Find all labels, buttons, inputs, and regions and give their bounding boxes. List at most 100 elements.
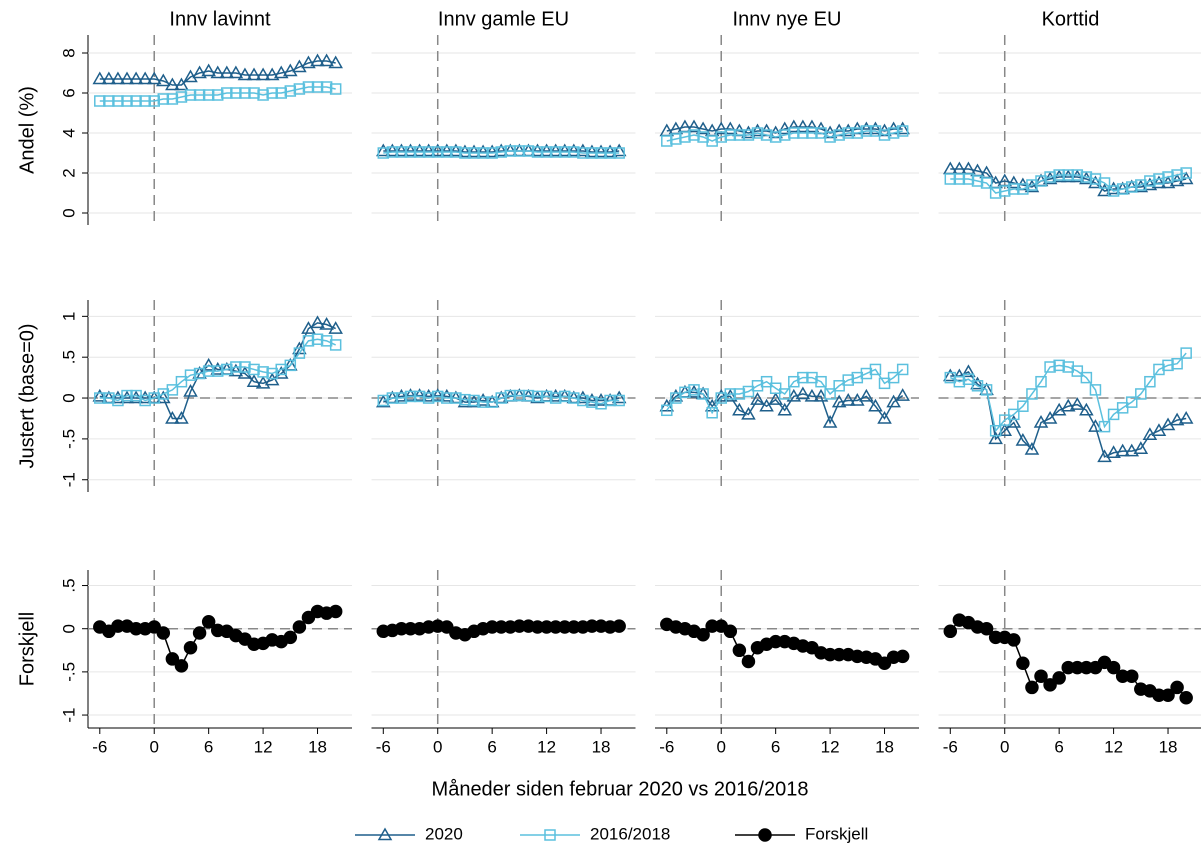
marker: [696, 628, 710, 642]
marker: [147, 620, 161, 634]
marker: [1151, 175, 1167, 189]
marker: [328, 321, 343, 334]
x-tick-label: -6: [943, 737, 958, 756]
marker: [586, 396, 598, 408]
marker: [1088, 175, 1103, 189]
marker: [869, 363, 882, 376]
marker: [328, 604, 343, 619]
marker: [1035, 375, 1047, 388]
marker: [1162, 359, 1174, 372]
marker: [403, 388, 418, 401]
marker: [733, 129, 746, 141]
marker: [804, 119, 820, 133]
marker: [1070, 397, 1085, 410]
marker: [255, 67, 271, 81]
marker: [166, 384, 179, 396]
marker: [878, 129, 891, 141]
x-tick-label: 18: [875, 737, 894, 756]
marker: [1106, 660, 1121, 675]
marker: [988, 431, 1003, 445]
marker: [895, 649, 910, 664]
y-tick-label: 1: [59, 312, 78, 321]
marker: [430, 388, 446, 401]
marker: [679, 386, 691, 399]
marker: [221, 87, 233, 99]
marker: [961, 364, 976, 378]
marker: [1135, 388, 1147, 400]
marker: [468, 147, 480, 159]
marker: [386, 146, 399, 158]
marker: [475, 144, 491, 158]
marker: [486, 396, 498, 408]
x-tick-label: 12: [254, 737, 273, 756]
marker: [468, 394, 480, 407]
marker: [183, 383, 198, 397]
marker: [1035, 175, 1047, 187]
marker: [868, 121, 883, 135]
marker: [422, 146, 435, 158]
marker: [404, 146, 417, 158]
marker: [484, 144, 500, 158]
marker: [211, 365, 224, 377]
marker: [1161, 688, 1175, 702]
marker: [266, 87, 278, 99]
x-tick-label: -6: [92, 737, 107, 756]
marker: [92, 388, 108, 402]
marker: [795, 119, 811, 133]
marker: [193, 367, 206, 380]
marker: [1044, 361, 1056, 373]
marker: [457, 394, 473, 408]
marker: [440, 620, 454, 634]
series-line: [383, 394, 620, 405]
marker: [386, 392, 399, 404]
marker: [395, 392, 408, 404]
marker: [257, 89, 269, 101]
marker: [943, 624, 958, 639]
marker: [495, 146, 507, 158]
y-tick-label: 8: [59, 48, 78, 57]
marker: [148, 392, 160, 404]
marker: [604, 394, 616, 407]
marker: [1180, 167, 1192, 179]
marker: [868, 398, 883, 412]
marker: [457, 144, 473, 158]
marker: [1115, 443, 1130, 457]
marker: [566, 143, 582, 157]
marker: [1026, 388, 1038, 400]
marker: [311, 333, 324, 345]
marker: [1080, 171, 1093, 183]
marker: [156, 626, 171, 640]
marker: [1107, 408, 1120, 421]
marker: [1017, 183, 1029, 195]
x-tick-label: 12: [1104, 737, 1123, 756]
marker: [989, 424, 1002, 437]
marker: [228, 363, 244, 377]
marker: [1053, 359, 1065, 372]
marker: [1053, 169, 1065, 181]
marker: [804, 388, 820, 402]
marker: [1062, 169, 1074, 181]
y-axis-title: Forskjell: [16, 612, 38, 686]
marker: [575, 390, 591, 404]
marker: [210, 65, 226, 79]
marker: [1026, 179, 1038, 191]
marker: [877, 410, 892, 424]
marker: [284, 85, 297, 97]
marker: [1088, 419, 1103, 432]
column-title: Innv nye EU: [733, 8, 842, 30]
marker: [1144, 175, 1156, 187]
marker: [778, 388, 791, 400]
marker: [273, 65, 289, 79]
marker: [824, 131, 836, 143]
x-tick-label: 18: [592, 737, 611, 756]
marker: [157, 93, 170, 105]
marker: [264, 372, 280, 386]
marker: [895, 121, 910, 135]
marker: [593, 392, 609, 406]
y-tick-label: -.5: [59, 429, 78, 449]
marker: [257, 366, 269, 378]
marker: [611, 390, 627, 404]
marker: [1089, 384, 1102, 396]
marker: [174, 410, 189, 424]
marker: [695, 121, 711, 135]
